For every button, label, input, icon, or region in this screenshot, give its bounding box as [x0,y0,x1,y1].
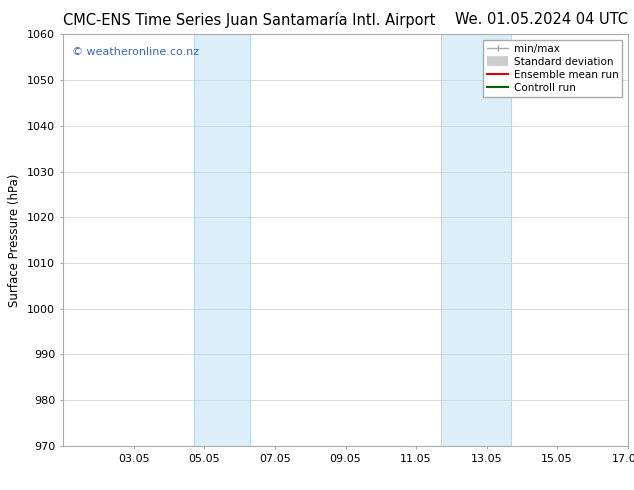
Text: We. 01.05.2024 04 UTC: We. 01.05.2024 04 UTC [455,12,628,27]
Y-axis label: Surface Pressure (hPa): Surface Pressure (hPa) [8,173,22,307]
Bar [194,34,250,446]
Legend: min/max, Standard deviation, Ensemble mean run, Controll run: min/max, Standard deviation, Ensemble me… [483,40,623,97]
Bar [441,34,511,446]
Text: © weatheronline.co.nz: © weatheronline.co.nz [72,47,199,57]
Text: CMC-ENS Time Series Juan Santamaría Intl. Airport: CMC-ENS Time Series Juan Santamaría Intl… [63,12,436,28]
